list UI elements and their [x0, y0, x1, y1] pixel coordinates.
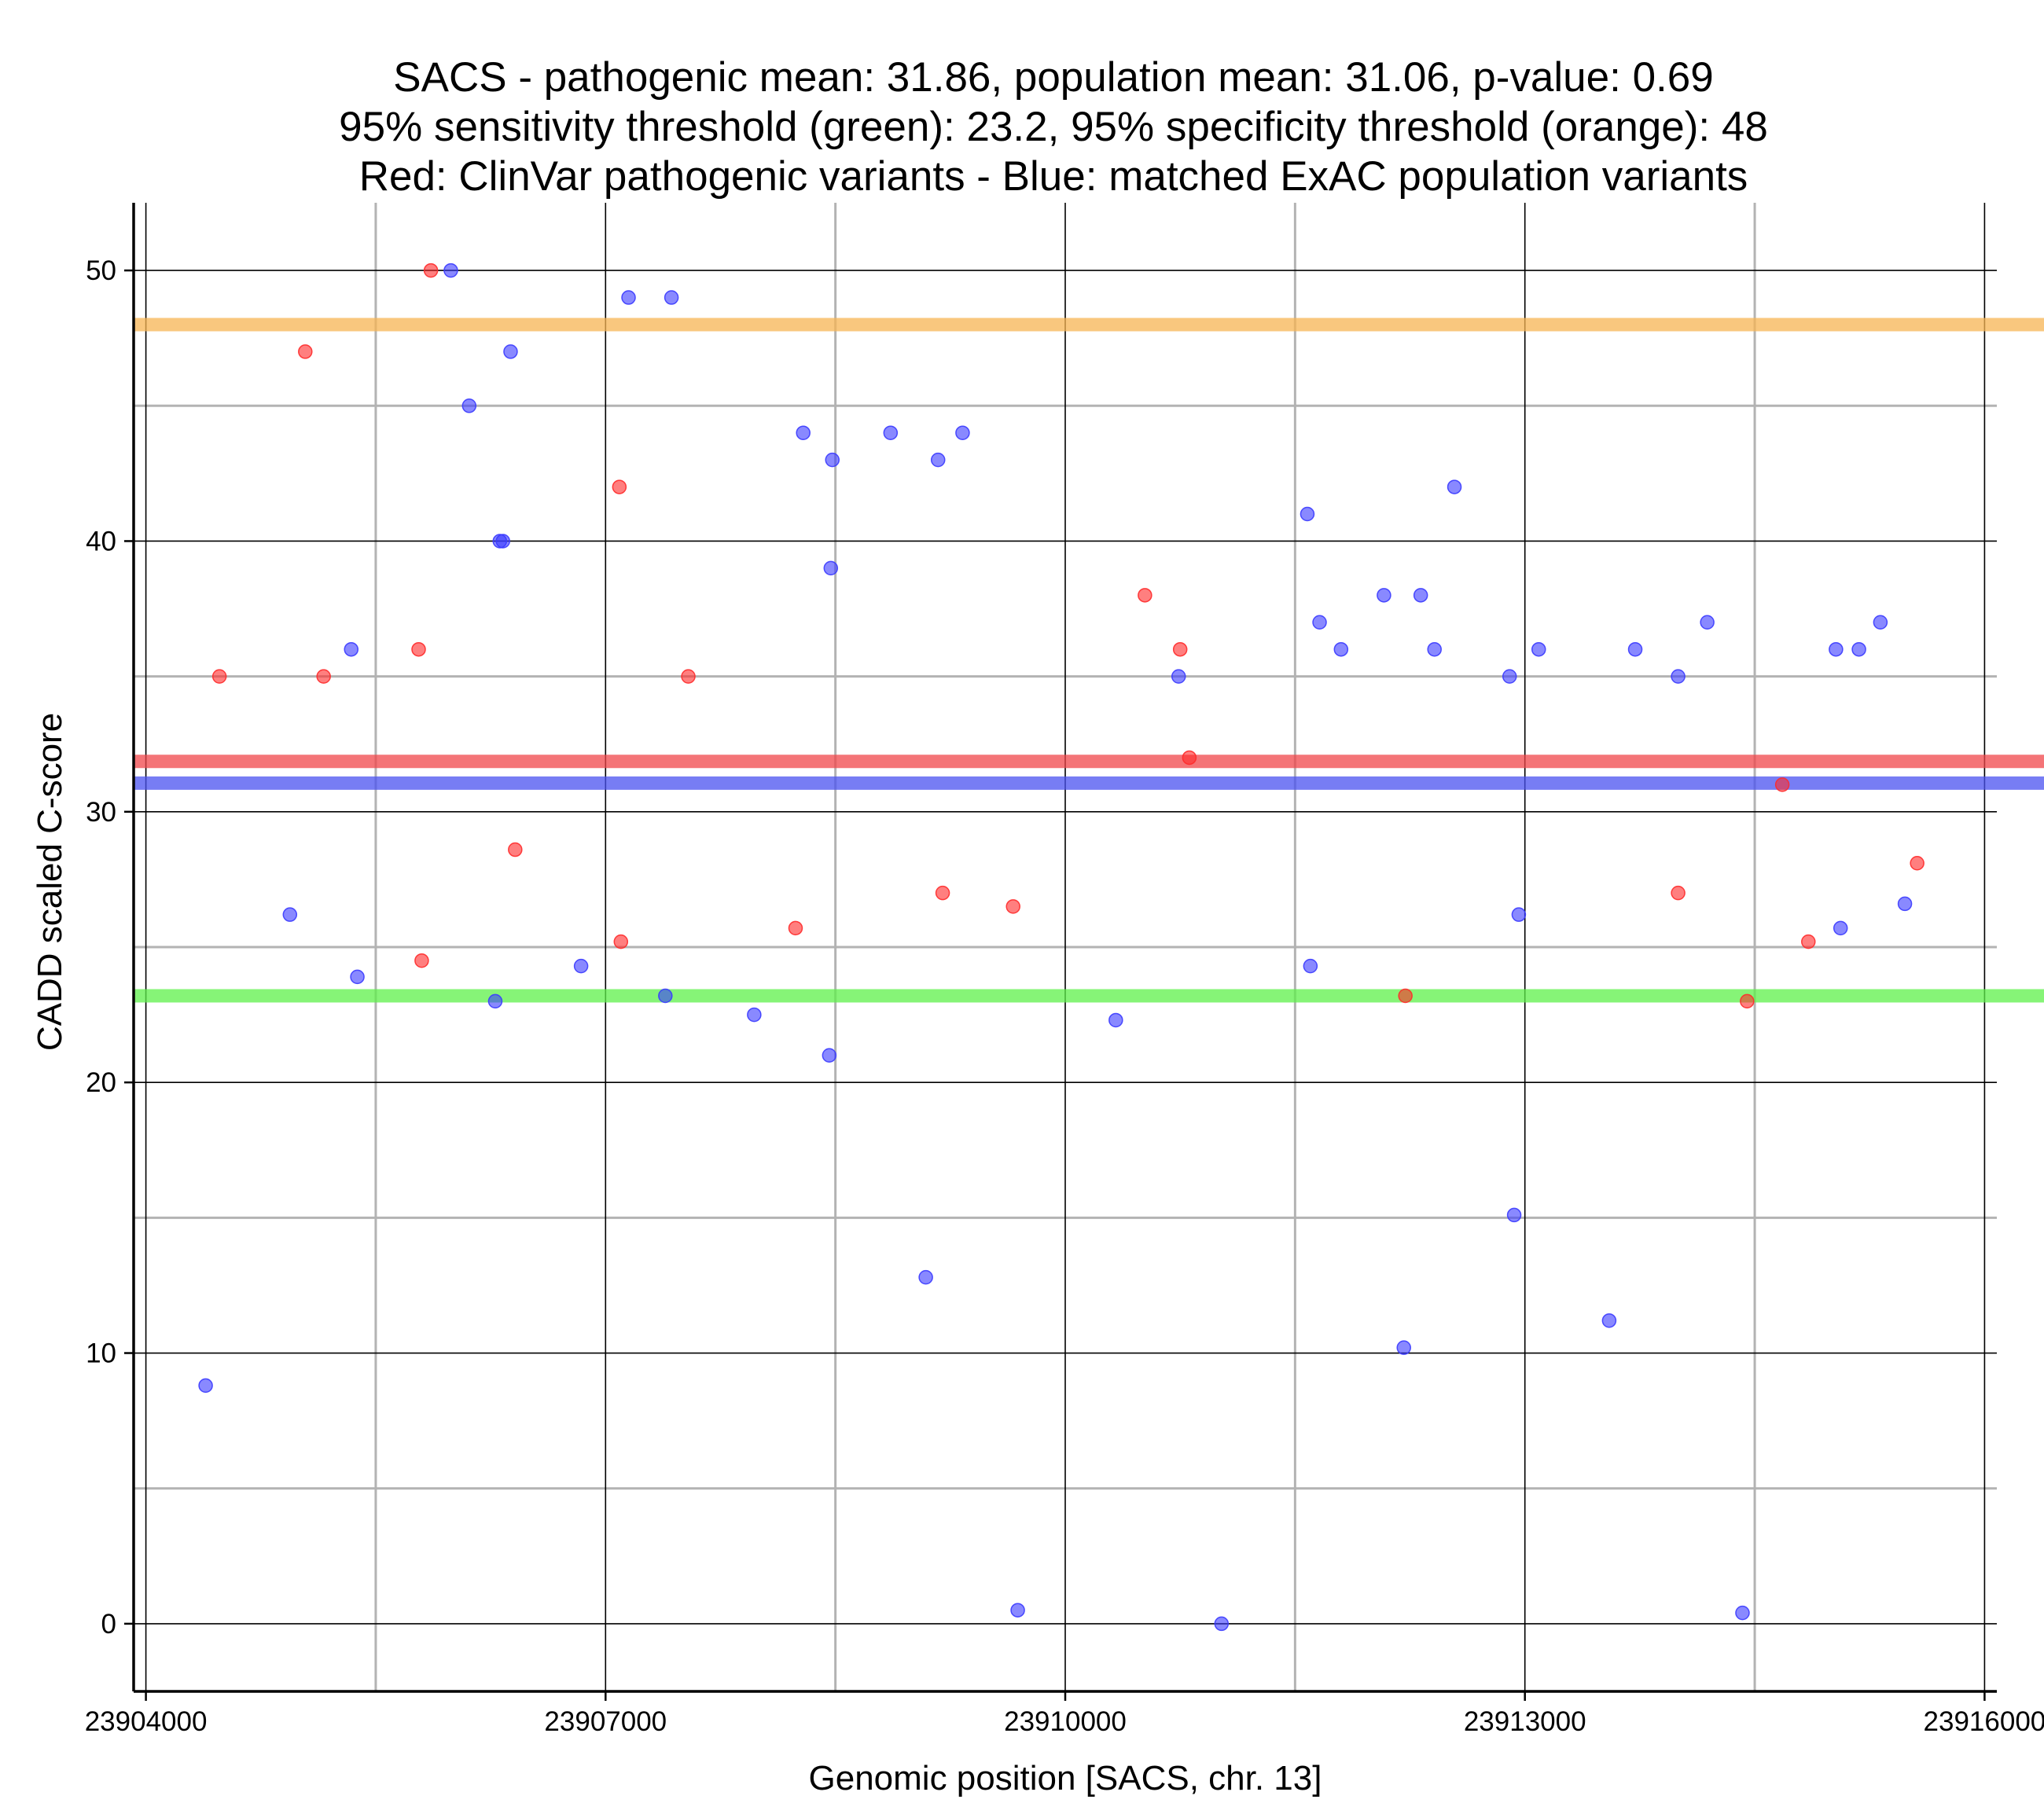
population-point [621, 290, 636, 305]
population-point [344, 641, 359, 657]
population-point [1735, 1605, 1750, 1621]
population-point [1214, 1616, 1230, 1632]
y-tick-label: 50 [86, 255, 116, 286]
pathogenic-point [1740, 993, 1755, 1009]
population-point [1171, 669, 1186, 684]
pathogenic-point [935, 885, 950, 901]
x-axis-ticks: 23904000 23907000 23910000 23913000 23916000 [85, 1691, 2044, 1737]
population-point [1502, 669, 1517, 684]
population-point [487, 993, 503, 1009]
chart-title-line-1: SACS - pathogenic mean: 31.86, populatio… [393, 54, 1714, 101]
population-point [1897, 896, 1913, 912]
pathogenic-point [298, 344, 313, 359]
population-point [1851, 641, 1866, 657]
population-point [350, 969, 365, 985]
population-point [1511, 907, 1527, 922]
pathogenic-point [414, 953, 429, 968]
y-tick-label: 0 [101, 1609, 116, 1640]
chart-title-line-3: Red: ClinVar pathogenic variants - Blue:… [358, 153, 1748, 200]
x-tick-label: 23916000 [1924, 1706, 2044, 1737]
pathogenic-point [316, 669, 331, 684]
population-point [823, 560, 839, 576]
pathogenic-point [1005, 899, 1020, 914]
x-tick-label: 23910000 [1004, 1706, 1127, 1737]
population-point [1833, 920, 1848, 936]
y-tick-label: 10 [86, 1338, 116, 1369]
population-point [1377, 588, 1391, 603]
reference-lines [134, 318, 2044, 1003]
population-point [825, 452, 840, 468]
population-point [664, 290, 679, 305]
population-point [1829, 641, 1844, 657]
population-point [1427, 641, 1442, 657]
y-axis-label: CADD scaled C-score [31, 713, 69, 1051]
pathogenic-point [211, 669, 227, 684]
pathogenic-point [1910, 855, 1925, 871]
chart-title-line-2: 95% sensitivity threshold (green): 23.2,… [339, 104, 1768, 150]
population-point [1396, 1340, 1411, 1355]
population-point [955, 425, 970, 440]
population-point [1413, 588, 1428, 603]
major-gridlines [134, 203, 1997, 1691]
pathogenic-point [423, 263, 439, 278]
y-tick-label: 30 [86, 797, 116, 828]
pathogenic-point [1398, 988, 1413, 1004]
pathogenic-point [1671, 885, 1686, 901]
pathogenic-point [681, 669, 696, 684]
population-point [1873, 615, 1888, 630]
population-point [796, 425, 811, 440]
pathogenic-point [1138, 588, 1153, 603]
population-point [1506, 1207, 1522, 1223]
population-point [1303, 958, 1318, 974]
population-point [918, 1269, 933, 1285]
population-point [495, 534, 510, 549]
pathogenic-point [1801, 934, 1816, 949]
population-point [1601, 1313, 1617, 1328]
x-axis-label: Genomic position [SACS, chr. 13] [809, 1759, 1322, 1797]
x-tick-label: 23907000 [544, 1706, 667, 1737]
pathogenic-point [508, 842, 523, 857]
population-point [930, 452, 946, 468]
population-point [1108, 1012, 1123, 1028]
y-axis-ticks: 0 10 20 30 40 50 [86, 255, 134, 1640]
data-points [198, 263, 1925, 1632]
population-point [747, 1007, 762, 1023]
x-tick-label: 23904000 [85, 1706, 208, 1737]
pathogenic-point [1172, 641, 1188, 657]
population-point [1010, 1603, 1025, 1618]
population-point [1447, 479, 1462, 494]
pathogenic-point [613, 934, 629, 949]
population-point [1627, 641, 1643, 657]
pathogenic-point [788, 920, 803, 936]
population-point [658, 988, 673, 1004]
population-point [503, 344, 518, 359]
pathogenic-point [1774, 777, 1790, 792]
population-point [1700, 615, 1715, 630]
population-point [461, 398, 477, 413]
population-point [573, 958, 589, 974]
population-point [282, 907, 298, 922]
population-point [1333, 641, 1349, 657]
pathogenic-point [1182, 750, 1197, 766]
x-tick-label: 23913000 [1464, 1706, 1586, 1737]
pathogenic-point [411, 641, 426, 657]
population-point [443, 263, 458, 278]
population-point [1300, 506, 1315, 522]
population-point [1671, 669, 1686, 684]
population-point [883, 425, 899, 440]
y-tick-label: 40 [86, 526, 116, 556]
pathogenic-point [612, 479, 627, 494]
population-point [1312, 615, 1327, 630]
population-point [1531, 641, 1546, 657]
population-point [822, 1048, 837, 1063]
y-tick-label: 20 [86, 1067, 116, 1098]
population-point [198, 1378, 213, 1394]
